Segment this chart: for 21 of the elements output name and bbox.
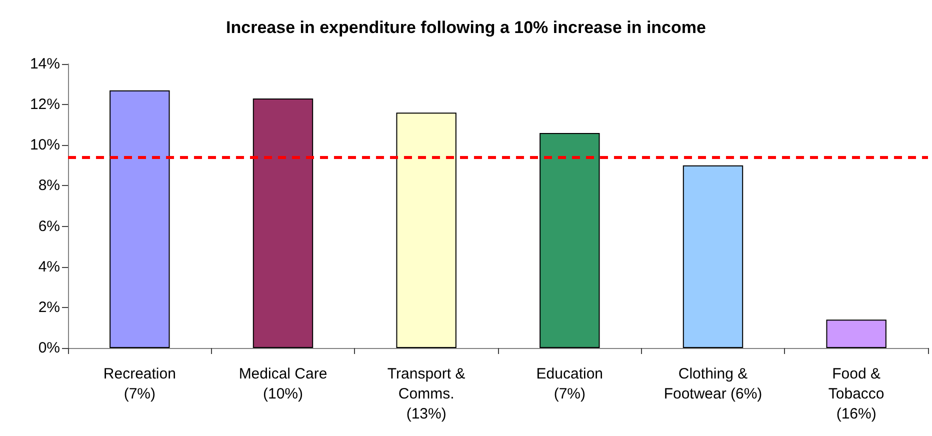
x-tick-label: Food & Tobacco (16%) (828, 366, 884, 422)
bar (826, 320, 886, 348)
y-tick-label: 8% (38, 177, 60, 194)
bar (252, 98, 314, 348)
chart-title: Increase in expenditure following a 10% increase in income (226, 18, 706, 37)
x-tick-label: Transport & Comms. (13%) (387, 366, 466, 422)
x-tick-label: Recreation (7%) (103, 366, 176, 402)
y-tick-label: 4% (38, 258, 60, 276)
y-tick-label: 10% (30, 136, 60, 154)
y-tick-label: 12% (30, 96, 60, 114)
x-tick-label: Education (7%) (536, 366, 604, 402)
bar (110, 90, 170, 348)
y-tick-label: 2% (38, 298, 60, 316)
y-tick-label: 14% (30, 56, 60, 72)
y-tick-label: 0% (38, 340, 60, 356)
bar (540, 132, 600, 348)
bar (682, 165, 744, 348)
y-tick-label: 6% (38, 218, 60, 235)
x-tick-label: Clothing & Footwear (6%) (664, 366, 762, 402)
x-tick-label: Medical Care (10%) (238, 366, 328, 402)
bar (396, 112, 456, 348)
